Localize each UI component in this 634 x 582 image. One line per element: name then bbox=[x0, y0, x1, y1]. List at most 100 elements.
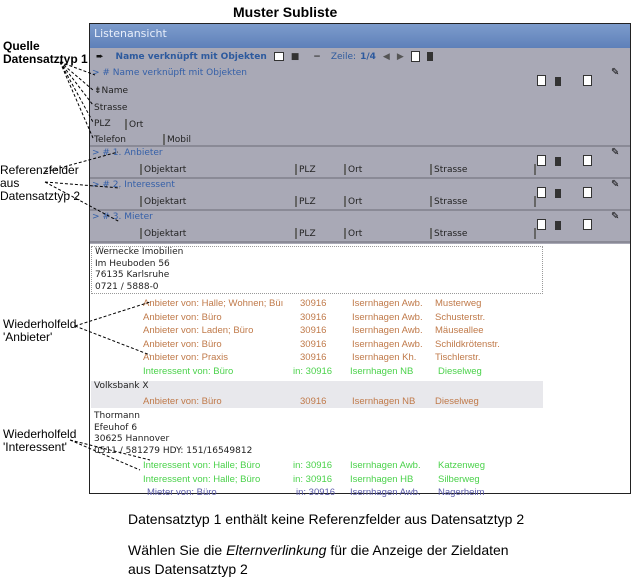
source-section: > # Name verknüpft mit Objekten ⇟Name St… bbox=[90, 67, 630, 147]
heading: Muster Subliste bbox=[233, 4, 338, 20]
new-icon[interactable] bbox=[583, 150, 592, 169]
repeat-cell: in: 30916 bbox=[293, 473, 333, 485]
edit-icon[interactable]: ✎ bbox=[611, 211, 620, 222]
ref-section-interessent: > # 2. Interessent Objektart PLZ Ort Strasse… bbox=[90, 179, 630, 211]
edit-icon[interactable]: ✎ bbox=[611, 67, 620, 78]
record-line: 76135 Karlsruhe bbox=[95, 270, 170, 280]
record-line: 0721 / 5888-0 bbox=[95, 281, 159, 292]
col-end bbox=[534, 196, 536, 207]
record-line: 30625 Hannover bbox=[94, 434, 170, 444]
repeat-cell: Mäuseallee bbox=[435, 325, 484, 336]
record-header[interactable]: Wernecke Imobilien Im Heuboden 56 76135 Ka… bbox=[91, 246, 543, 294]
repeat-cell: in: 30916 bbox=[296, 487, 336, 498]
minus-icon[interactable]: − bbox=[313, 52, 321, 62]
ref-col[interactable]: Objektart bbox=[140, 196, 186, 207]
new-icon[interactable] bbox=[537, 182, 546, 201]
arrow-right-icon[interactable]: ➨ bbox=[96, 52, 104, 62]
repeat-cell: Schildkrötenstr. bbox=[435, 338, 500, 350]
ref-section-anbieter: > # 1. Anbieter Objektart PLZ Ort Strasse ✎ bbox=[90, 147, 630, 179]
delete-icon[interactable] bbox=[426, 48, 433, 67]
ref-col[interactable]: Ort bbox=[344, 164, 362, 175]
repeat-cell: Isernhagen HB bbox=[350, 473, 414, 485]
source-section-link[interactable]: > # Name verknüpft mit Objekten bbox=[92, 68, 247, 78]
new-icon[interactable] bbox=[537, 70, 546, 89]
repeat-cell: Dieselweg bbox=[435, 395, 479, 407]
delete-icon[interactable] bbox=[555, 71, 561, 90]
repeat-cell: Isernhagen Kh. bbox=[352, 352, 417, 363]
repeat-cell: in: 30916 bbox=[293, 460, 333, 471]
new-icon[interactable] bbox=[537, 214, 546, 233]
next-icon[interactable]: ▶ bbox=[396, 52, 404, 62]
repeat-cell: Isernhagen Awb. bbox=[352, 325, 423, 336]
field-plz[interactable]: PLZ bbox=[94, 119, 111, 129]
field-telefon[interactable]: Telefon bbox=[94, 135, 126, 145]
repeat-row[interactable]: Anbieter von: Praxis 30916 Isernhagen Kh. T… bbox=[91, 351, 543, 365]
repeat-row[interactable]: Anbieter von: Büro 30916 Isernhagen Awb. Sc… bbox=[91, 338, 543, 352]
repeat-row[interactable]: Interessent von: Halle; Büro in: 30916 Ise… bbox=[91, 473, 543, 487]
field-name[interactable]: ⇟Name bbox=[94, 86, 129, 96]
delete-icon[interactable] bbox=[555, 151, 561, 170]
new-icon[interactable] bbox=[537, 150, 546, 169]
repeat-cell: Isernhagen Awb. bbox=[352, 338, 423, 350]
field-ort[interactable]: Ort bbox=[125, 119, 143, 130]
ref-col[interactable]: PLZ bbox=[295, 164, 316, 175]
toolbar: ➨ Name verknüpft mit Objekten ■ − Zeile:… bbox=[90, 48, 630, 67]
ref-col[interactable]: Ort bbox=[344, 196, 362, 207]
repeat-row[interactable]: Anbieter von: Laden; Büro 30916 Isernhagen… bbox=[91, 324, 543, 338]
ref-col[interactable]: Objektart bbox=[140, 164, 186, 175]
repeat-cell: Schusterstr. bbox=[435, 311, 486, 323]
ref-section-link[interactable]: > # 2. Interessent bbox=[92, 180, 175, 190]
ref-section-link[interactable]: > # 1. Anbieter bbox=[92, 148, 163, 158]
repeat-cell: 30916 bbox=[300, 311, 327, 323]
edit-icon[interactable]: ✎ bbox=[611, 179, 620, 190]
repeat-cell: 30916 bbox=[300, 325, 327, 336]
repeat-row[interactable]: Anbieter von: Halle; Wohnen; Büı 30916 Ise… bbox=[91, 297, 543, 311]
repeat-row[interactable]: Anbieter von: Büro 30916 Isernhagen Awb. Sc… bbox=[91, 311, 543, 325]
field-mobil[interactable]: Mobil bbox=[163, 134, 191, 145]
repeat-cell: Interessent von: Halle; Büro bbox=[143, 473, 261, 485]
ref-col[interactable]: PLZ bbox=[295, 196, 316, 207]
repeat-row[interactable]: Mieter von: Büro in: 30916 Isernhagen Awb.… bbox=[91, 486, 543, 500]
save-icon[interactable]: ■ bbox=[290, 52, 300, 62]
ref-col[interactable]: Strasse bbox=[430, 196, 467, 207]
repeat-cell: Katzenweg bbox=[438, 460, 486, 471]
footer-line-1: Datensatztyp 1 enthält keine Referenzfel… bbox=[128, 511, 525, 527]
repeat-cell: Isernhagen NB bbox=[350, 365, 414, 377]
toolbar-title: Name verknüpft mit Objekten bbox=[115, 52, 267, 62]
repeat-cell: Isernhagen Awb. bbox=[350, 460, 421, 471]
new-icon[interactable] bbox=[583, 70, 592, 89]
field-strasse[interactable]: Strasse bbox=[94, 103, 128, 113]
repeat-row[interactable]: Anbieter von: Büro 30916 Isernhagen NB Dies… bbox=[91, 394, 543, 408]
prev-icon[interactable]: ◀ bbox=[382, 52, 390, 62]
delete-icon[interactable] bbox=[555, 215, 561, 234]
ref-col[interactable]: Objektart bbox=[140, 228, 186, 239]
repeat-cell: Silberweg bbox=[438, 473, 480, 485]
ref-col[interactable]: Strasse bbox=[430, 228, 467, 239]
repeat-cell: Interessent von: Halle; Büro bbox=[143, 460, 261, 471]
edit-icon[interactable]: ✎ bbox=[611, 147, 620, 158]
ref-col[interactable]: Strasse bbox=[430, 164, 467, 175]
delete-icon[interactable] bbox=[555, 183, 561, 202]
copy-icon[interactable] bbox=[273, 48, 284, 67]
repeat-cell: Dieselweg bbox=[438, 365, 482, 377]
record-line: Volksbank X bbox=[94, 381, 149, 391]
repeat-cell: Isernhagen Awb. bbox=[352, 311, 423, 323]
new-icon[interactable] bbox=[583, 214, 592, 233]
repeat-cell: Isernhagen Awb. bbox=[352, 298, 423, 309]
window-title: Listenansicht bbox=[90, 24, 630, 48]
repeat-cell: Isernhagen NB bbox=[352, 395, 416, 407]
repeat-row[interactable]: Interessent von: Halle; Büro in: 30916 Ise… bbox=[91, 459, 543, 473]
ref-section-link[interactable]: > # 3. Mieter bbox=[92, 212, 153, 222]
footer-line-2: Wählen Sie die Elternverlinkung für die … bbox=[128, 542, 509, 558]
new-icon[interactable] bbox=[410, 48, 420, 67]
new-icon[interactable] bbox=[583, 182, 592, 201]
ref-col[interactable]: PLZ bbox=[295, 228, 316, 239]
record-header[interactable]: Volksbank X bbox=[91, 381, 543, 395]
repeat-cell: Anbieter von: Laden; Büro bbox=[143, 325, 254, 336]
repeat-cell: in: 30916 bbox=[293, 365, 333, 377]
ref-col[interactable]: Ort bbox=[344, 228, 362, 239]
repeat-row[interactable]: Interessent von: Büro in: 30916 Isernhagen… bbox=[91, 365, 543, 379]
repeat-cell: 30916 bbox=[300, 298, 327, 309]
repeat-cell: 30916 bbox=[300, 338, 327, 350]
record-header[interactable]: Thormann Efeuhof 6 30625 Hannover 0511 / 58… bbox=[91, 411, 543, 459]
